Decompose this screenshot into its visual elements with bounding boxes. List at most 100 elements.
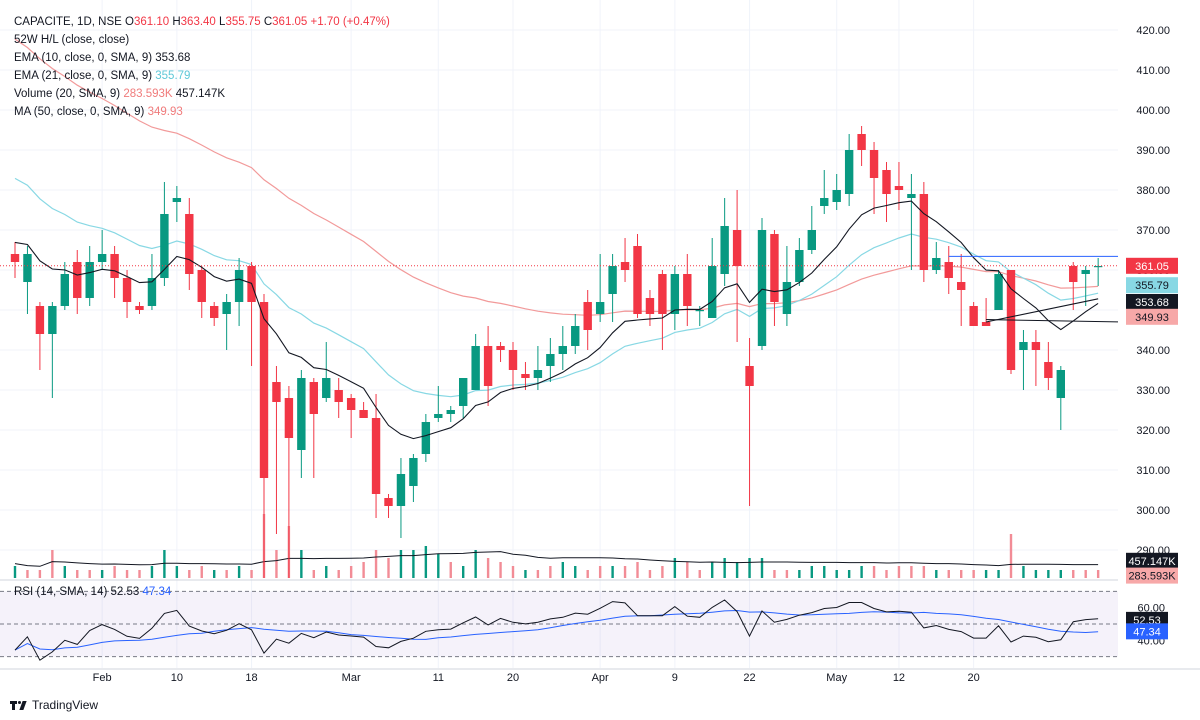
candle-body bbox=[1081, 270, 1090, 274]
candle-body bbox=[844, 150, 854, 194]
volume-bar bbox=[1084, 570, 1087, 578]
volume-bar bbox=[1096, 570, 1100, 578]
volume-bar bbox=[412, 550, 415, 578]
candle-body bbox=[583, 302, 592, 330]
price-chart[interactable]: exit 420.00410.00400.00390.00380.00370.0… bbox=[0, 0, 1200, 690]
volume-bar bbox=[1059, 570, 1062, 578]
time-tick-label: Mar bbox=[342, 672, 361, 684]
ema21-tag bbox=[1126, 277, 1178, 294]
candle-body bbox=[1056, 370, 1065, 398]
volume-bar bbox=[835, 570, 838, 578]
time-tick-label: 10 bbox=[171, 672, 183, 684]
volume-bar bbox=[872, 566, 876, 578]
volume-bar bbox=[673, 558, 677, 578]
ema10-tag bbox=[1126, 294, 1178, 310]
rsi-legend[interactable]: RSI (14, SMA, 14) 52.53 47.34 bbox=[14, 586, 171, 598]
candle-body bbox=[73, 262, 82, 298]
candle-body bbox=[122, 278, 132, 302]
volume-bar bbox=[511, 566, 515, 578]
high-value: 363.40 bbox=[180, 16, 216, 28]
volume-bar bbox=[711, 562, 714, 578]
volume-avg-tag bbox=[1126, 552, 1178, 569]
candle-body bbox=[284, 398, 294, 438]
volume-bar bbox=[225, 570, 228, 578]
volume-average-path bbox=[14, 551, 1099, 567]
time-tick-label: 11 bbox=[433, 672, 444, 684]
candle-body bbox=[994, 274, 1003, 310]
price-tick-label: 420.00 bbox=[1136, 25, 1170, 37]
time-tick-label: 18 bbox=[245, 672, 257, 684]
candle-body bbox=[222, 302, 231, 314]
time-tick-label: Apr bbox=[592, 672, 609, 684]
close-value: 361.05 bbox=[272, 16, 308, 28]
candle-body bbox=[60, 274, 69, 306]
ma50-label: 349.93 bbox=[1135, 312, 1169, 324]
volume-bar bbox=[860, 566, 863, 578]
candle-body bbox=[471, 346, 480, 390]
candle-body bbox=[981, 322, 991, 326]
indicator-ema10[interactable]: EMA (10, close, 0, SMA, 9) 353.68 bbox=[14, 49, 390, 67]
indicator-ma50[interactable]: MA (50, close, 0, SMA, 9) 349.93 bbox=[14, 103, 390, 121]
volume-bar bbox=[723, 558, 726, 578]
indicator-ema21[interactable]: EMA (21, close, 0, SMA, 9) 355.79 bbox=[14, 67, 390, 85]
indicator-volume[interactable]: Volume (20, SMA, 9) 283.593K 457.147K bbox=[14, 85, 390, 103]
candle-body bbox=[820, 198, 829, 206]
candle-body bbox=[409, 458, 418, 486]
candle-body bbox=[620, 262, 630, 270]
volume-bar bbox=[536, 570, 540, 578]
candle-body bbox=[334, 390, 343, 402]
volume-bar bbox=[325, 566, 328, 578]
price-tick-label: 310.00 bbox=[1136, 465, 1170, 477]
candle-body bbox=[483, 346, 493, 386]
volume-bar bbox=[1072, 570, 1075, 578]
candle-body bbox=[396, 474, 406, 506]
ma50-line bbox=[14, 38, 1099, 316]
volume-bar bbox=[798, 570, 801, 578]
volume-bar bbox=[188, 570, 191, 578]
time-tick-label: 22 bbox=[743, 672, 755, 684]
candle-body bbox=[957, 282, 966, 290]
volume-bar bbox=[661, 566, 664, 578]
footer: TradingView bbox=[0, 690, 1200, 720]
indicator-volume-value2: 457.147K bbox=[175, 88, 226, 100]
volume-bar bbox=[387, 558, 390, 578]
indicator-legend: CAPACITE, 1D, NSE O361.10 H363.40 L355.7… bbox=[14, 13, 390, 121]
candle-body bbox=[882, 170, 891, 194]
candle-body bbox=[496, 346, 505, 350]
brand-logo[interactable]: TradingView bbox=[10, 698, 98, 712]
time-tick-label: 12 bbox=[893, 672, 905, 684]
volume-bar bbox=[623, 566, 627, 578]
volume-bar bbox=[499, 562, 502, 578]
price-tick-label: 390.00 bbox=[1136, 145, 1170, 157]
last-price-tag bbox=[1126, 257, 1178, 274]
price-tick-label: 330.00 bbox=[1136, 385, 1170, 397]
volume-bar bbox=[997, 570, 1000, 578]
ema21-line bbox=[14, 177, 1099, 398]
candle-body bbox=[795, 250, 804, 282]
volume-bar bbox=[424, 546, 428, 578]
volume-bar bbox=[312, 570, 315, 578]
symbol-label[interactable]: CAPACITE, 1D, NSE bbox=[14, 16, 122, 28]
low-label: L bbox=[219, 16, 226, 28]
candle-body bbox=[732, 230, 742, 266]
rsi-legend-value: 52.53 bbox=[110, 586, 140, 598]
volume-value-tag bbox=[1126, 567, 1178, 584]
ema10-label: 353.68 bbox=[1135, 297, 1169, 309]
rsi-legend-label: RSI (14, SMA, 14) bbox=[14, 586, 108, 598]
volume-bar bbox=[1047, 570, 1050, 578]
rsi-tick-label: 60.00 bbox=[1137, 603, 1165, 615]
time-tick-label: 20 bbox=[507, 672, 519, 684]
candle-body bbox=[1069, 266, 1078, 282]
volume-bar bbox=[810, 566, 813, 578]
candle-body bbox=[272, 382, 281, 402]
price-tick-label: 380.00 bbox=[1136, 185, 1170, 197]
price-tick-label: 370.00 bbox=[1136, 225, 1170, 237]
volume-bar bbox=[51, 550, 54, 578]
indicator-52w-label: 52W H/L (close, close) bbox=[14, 34, 130, 46]
indicator-52w[interactable]: 52W H/L (close, close) bbox=[14, 31, 390, 49]
indicator-ma50-label: MA (50, close, 0, SMA, 9) bbox=[14, 106, 145, 118]
candle-body bbox=[97, 254, 107, 262]
volume-bar bbox=[337, 570, 340, 578]
candle-body bbox=[770, 234, 779, 302]
candle-body bbox=[832, 190, 841, 202]
